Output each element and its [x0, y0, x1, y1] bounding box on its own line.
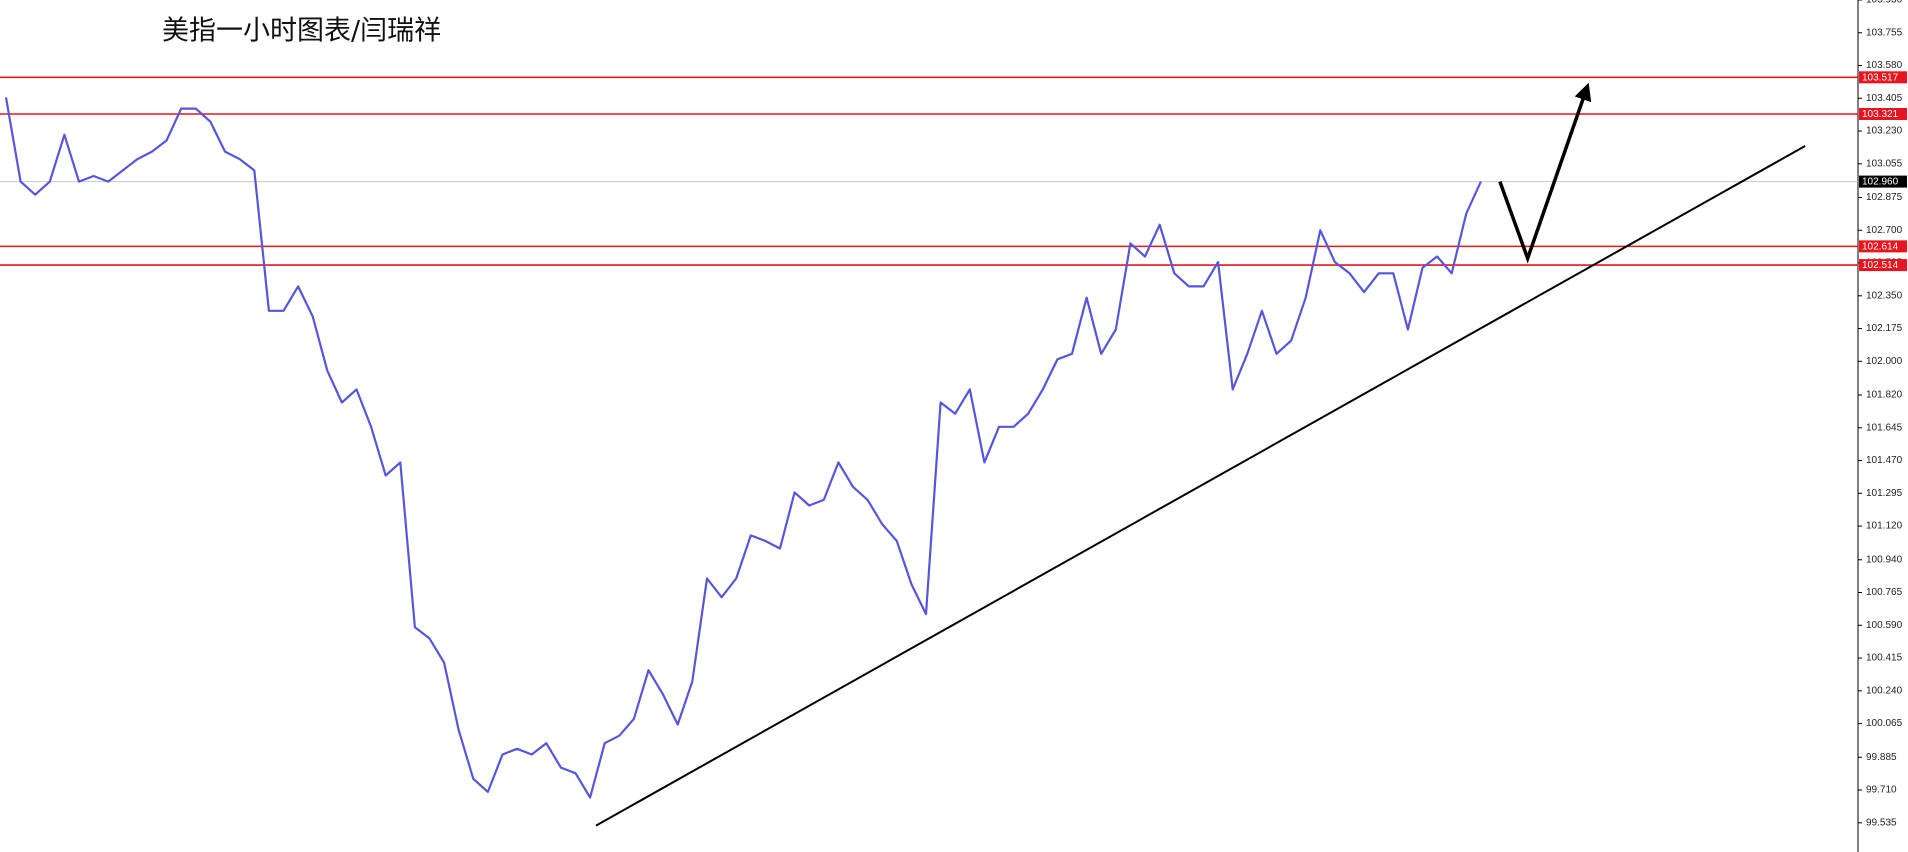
price-label-box — [1859, 259, 1907, 272]
y-tick-label: 102.000 — [1866, 356, 1903, 367]
forecast-arrow — [1498, 82, 1592, 264]
price-label-box — [1859, 71, 1907, 84]
y-tick-label: 102.875 — [1866, 192, 1903, 203]
trend-line — [595, 145, 1806, 827]
price-label-box — [1859, 175, 1907, 188]
y-tick-label: 100.415 — [1866, 653, 1903, 664]
price-label-box — [1859, 240, 1907, 253]
y-tick-label: 103.405 — [1866, 93, 1903, 104]
y-tick-label: 100.940 — [1866, 554, 1903, 565]
y-tick-label: 100.590 — [1866, 620, 1903, 631]
price-label: 103.517 — [1862, 72, 1899, 83]
price-label: 103.321 — [1862, 109, 1899, 120]
y-tick-label: 100.065 — [1866, 718, 1903, 729]
y-tick-label: 103.930 — [1866, 0, 1903, 6]
price-label: 102.614 — [1862, 242, 1899, 253]
price-label: 102.514 — [1862, 260, 1899, 271]
y-tick-label: 102.700 — [1866, 225, 1903, 236]
chart-title: 美指一小时图表/闫瑞祥 — [162, 16, 441, 47]
y-tick-label: 102.175 — [1866, 323, 1903, 334]
price-label: 102.960 — [1862, 177, 1899, 188]
y-tick-label: 100.240 — [1866, 685, 1903, 696]
y-tick-label: 101.120 — [1866, 521, 1903, 532]
y-tick-label: 99.885 — [1866, 752, 1897, 763]
y-tick-label: 102.350 — [1866, 290, 1903, 301]
y-tick-label: 100.765 — [1866, 587, 1903, 598]
price-line-series — [4, 97, 1482, 799]
y-tick-label: 103.055 — [1866, 158, 1903, 169]
y-tick-label: 101.645 — [1866, 422, 1903, 433]
y-tick-label: 101.820 — [1866, 390, 1903, 401]
y-tick-label: 103.755 — [1866, 27, 1903, 38]
y-tick-label: 103.580 — [1866, 60, 1903, 71]
y-tick-label: 99.710 — [1866, 785, 1897, 796]
y-tick-label: 103.230 — [1866, 126, 1903, 137]
y-tick-label: 101.470 — [1866, 455, 1903, 466]
y-tick-label: 101.295 — [1866, 488, 1903, 499]
y-tick-label: 99.535 — [1866, 817, 1897, 828]
price-label-box — [1859, 108, 1907, 121]
